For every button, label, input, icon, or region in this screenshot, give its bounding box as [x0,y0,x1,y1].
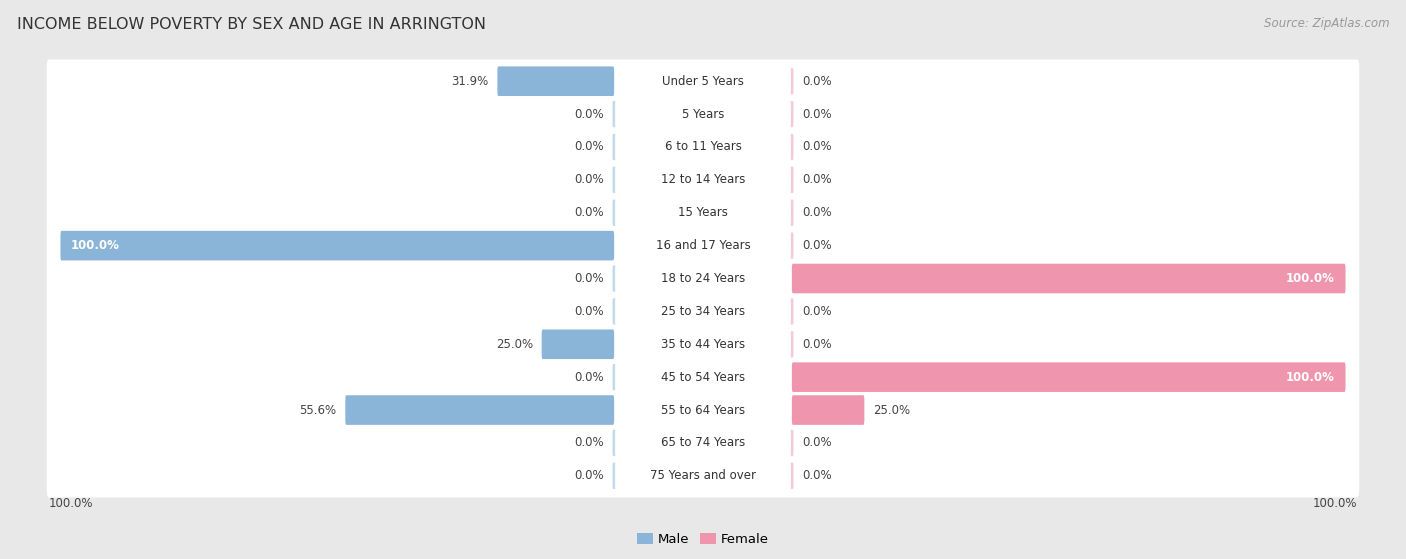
FancyBboxPatch shape [730,167,793,193]
FancyBboxPatch shape [60,231,614,260]
Text: 0.0%: 0.0% [574,371,603,383]
Text: 75 Years and over: 75 Years and over [650,470,756,482]
Text: 0.0%: 0.0% [803,173,832,186]
Text: Under 5 Years: Under 5 Years [662,75,744,88]
FancyBboxPatch shape [614,263,792,294]
Text: 100.0%: 100.0% [49,498,93,510]
FancyBboxPatch shape [613,364,676,390]
FancyBboxPatch shape [614,361,792,393]
FancyBboxPatch shape [730,430,793,456]
Text: 100.0%: 100.0% [1286,272,1334,285]
FancyBboxPatch shape [46,59,1360,103]
Text: 0.0%: 0.0% [574,470,603,482]
FancyBboxPatch shape [46,224,1360,267]
FancyBboxPatch shape [613,200,676,226]
Text: 18 to 24 Years: 18 to 24 Years [661,272,745,285]
FancyBboxPatch shape [730,233,793,259]
FancyBboxPatch shape [46,125,1360,169]
Text: 0.0%: 0.0% [574,173,603,186]
Text: 0.0%: 0.0% [803,437,832,449]
FancyBboxPatch shape [614,296,792,327]
Text: 25 to 34 Years: 25 to 34 Years [661,305,745,318]
Text: 25.0%: 25.0% [873,404,910,416]
Text: 100.0%: 100.0% [1313,498,1357,510]
FancyBboxPatch shape [498,67,614,96]
FancyBboxPatch shape [46,421,1360,465]
FancyBboxPatch shape [613,101,676,127]
FancyBboxPatch shape [46,257,1360,300]
Text: 100.0%: 100.0% [72,239,120,252]
Text: 0.0%: 0.0% [574,305,603,318]
Text: 0.0%: 0.0% [574,140,603,154]
FancyBboxPatch shape [541,329,614,359]
Text: 0.0%: 0.0% [803,305,832,318]
FancyBboxPatch shape [730,299,793,325]
FancyBboxPatch shape [792,264,1346,293]
Text: 55 to 64 Years: 55 to 64 Years [661,404,745,416]
Text: 0.0%: 0.0% [803,140,832,154]
FancyBboxPatch shape [46,389,1360,432]
Text: 0.0%: 0.0% [803,206,832,219]
Legend: Male, Female: Male, Female [631,528,775,551]
FancyBboxPatch shape [792,362,1346,392]
Text: INCOME BELOW POVERTY BY SEX AND AGE IN ARRINGTON: INCOME BELOW POVERTY BY SEX AND AGE IN A… [17,17,486,32]
FancyBboxPatch shape [614,427,792,459]
Text: 5 Years: 5 Years [682,107,724,121]
FancyBboxPatch shape [792,395,865,425]
FancyBboxPatch shape [614,460,792,491]
FancyBboxPatch shape [614,65,792,97]
FancyBboxPatch shape [730,101,793,127]
Text: 0.0%: 0.0% [574,437,603,449]
Text: 0.0%: 0.0% [803,239,832,252]
Text: 35 to 44 Years: 35 to 44 Years [661,338,745,351]
FancyBboxPatch shape [613,167,676,193]
Text: 0.0%: 0.0% [574,107,603,121]
FancyBboxPatch shape [46,323,1360,366]
Text: 65 to 74 Years: 65 to 74 Years [661,437,745,449]
FancyBboxPatch shape [614,131,792,163]
FancyBboxPatch shape [614,394,792,426]
FancyBboxPatch shape [614,230,792,262]
FancyBboxPatch shape [613,266,676,292]
FancyBboxPatch shape [730,200,793,226]
Text: 0.0%: 0.0% [574,272,603,285]
FancyBboxPatch shape [614,197,792,229]
FancyBboxPatch shape [46,454,1360,498]
Text: 0.0%: 0.0% [803,75,832,88]
Text: Source: ZipAtlas.com: Source: ZipAtlas.com [1264,17,1389,30]
FancyBboxPatch shape [46,158,1360,202]
FancyBboxPatch shape [614,164,792,196]
Text: 0.0%: 0.0% [803,470,832,482]
Text: 25.0%: 25.0% [496,338,533,351]
Text: 12 to 14 Years: 12 to 14 Years [661,173,745,186]
FancyBboxPatch shape [730,68,793,94]
Text: 55.6%: 55.6% [299,404,336,416]
FancyBboxPatch shape [46,191,1360,234]
Text: 15 Years: 15 Years [678,206,728,219]
FancyBboxPatch shape [346,395,614,425]
FancyBboxPatch shape [46,290,1360,333]
Text: 31.9%: 31.9% [451,75,489,88]
FancyBboxPatch shape [613,430,676,456]
Text: 0.0%: 0.0% [574,206,603,219]
FancyBboxPatch shape [613,463,676,489]
FancyBboxPatch shape [730,331,793,357]
FancyBboxPatch shape [46,356,1360,399]
FancyBboxPatch shape [613,134,676,160]
Text: 6 to 11 Years: 6 to 11 Years [665,140,741,154]
FancyBboxPatch shape [730,463,793,489]
Text: 16 and 17 Years: 16 and 17 Years [655,239,751,252]
Text: 45 to 54 Years: 45 to 54 Years [661,371,745,383]
FancyBboxPatch shape [614,329,792,360]
Text: 0.0%: 0.0% [803,107,832,121]
Text: 0.0%: 0.0% [803,338,832,351]
FancyBboxPatch shape [614,98,792,130]
Text: 100.0%: 100.0% [1286,371,1334,383]
FancyBboxPatch shape [613,299,676,325]
FancyBboxPatch shape [46,92,1360,136]
FancyBboxPatch shape [730,134,793,160]
